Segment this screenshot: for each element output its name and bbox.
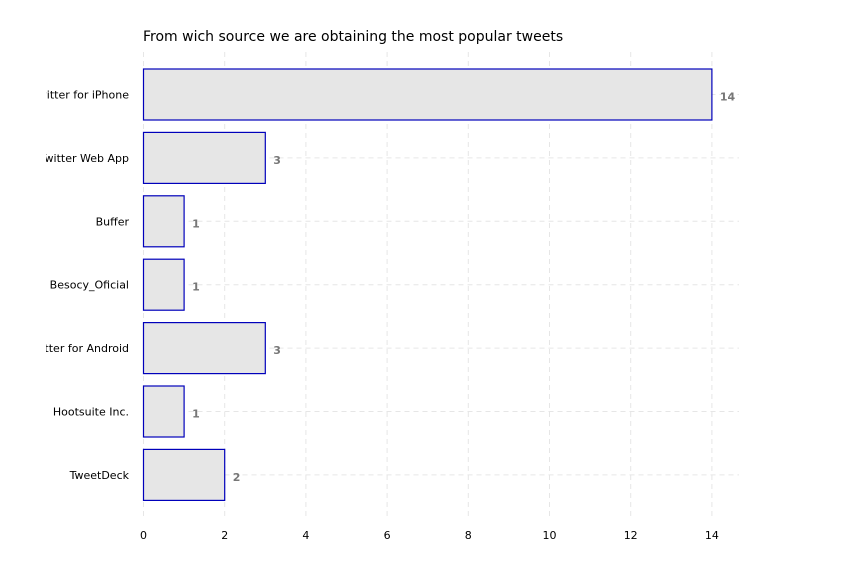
data-label: 14 [720, 91, 736, 104]
value-labels: 14 3 1 1 3 1 2 [192, 91, 735, 484]
data-label: 3 [273, 154, 281, 167]
x-tick-label: 10 [543, 529, 557, 542]
bar [142, 322, 266, 375]
grid [143, 52, 739, 519]
category-label: TweetDeck [69, 469, 130, 482]
bar [142, 448, 226, 501]
category-label: Besocy_Oficial [50, 279, 129, 292]
x-tick-label: 14 [705, 529, 719, 542]
bar [142, 131, 266, 184]
bar [142, 68, 713, 121]
bar [142, 258, 185, 311]
category-label: Hootsuite Inc. [53, 406, 129, 419]
x-tick-label: 8 [465, 529, 472, 542]
x-tick-label: 12 [624, 529, 638, 542]
bar [142, 195, 185, 248]
category-labels: Twitter for iPhone Twitter Web App Buffer B… [26, 89, 130, 482]
category-label: Twitter for Android [26, 342, 129, 355]
data-label: 2 [233, 471, 241, 484]
category-label: Twitter for iPhone [32, 89, 129, 102]
x-tick-label: 6 [384, 529, 391, 542]
category-label: Twitter Web App [39, 152, 129, 165]
data-label: 1 [192, 217, 200, 230]
x-axis-ticks: 0 2 4 6 8 10 12 14 [140, 529, 719, 542]
x-tick-label: 0 [140, 529, 147, 542]
bar [142, 385, 185, 438]
data-label: 1 [192, 408, 200, 421]
x-tick-label: 4 [302, 529, 309, 542]
data-label: 3 [273, 344, 281, 357]
chart-title: From wich source we are obtaining the mo… [143, 29, 563, 45]
data-label: 1 [192, 281, 200, 294]
x-tick-label: 2 [221, 529, 228, 542]
bars [142, 68, 713, 501]
category-label: Buffer [96, 215, 130, 228]
